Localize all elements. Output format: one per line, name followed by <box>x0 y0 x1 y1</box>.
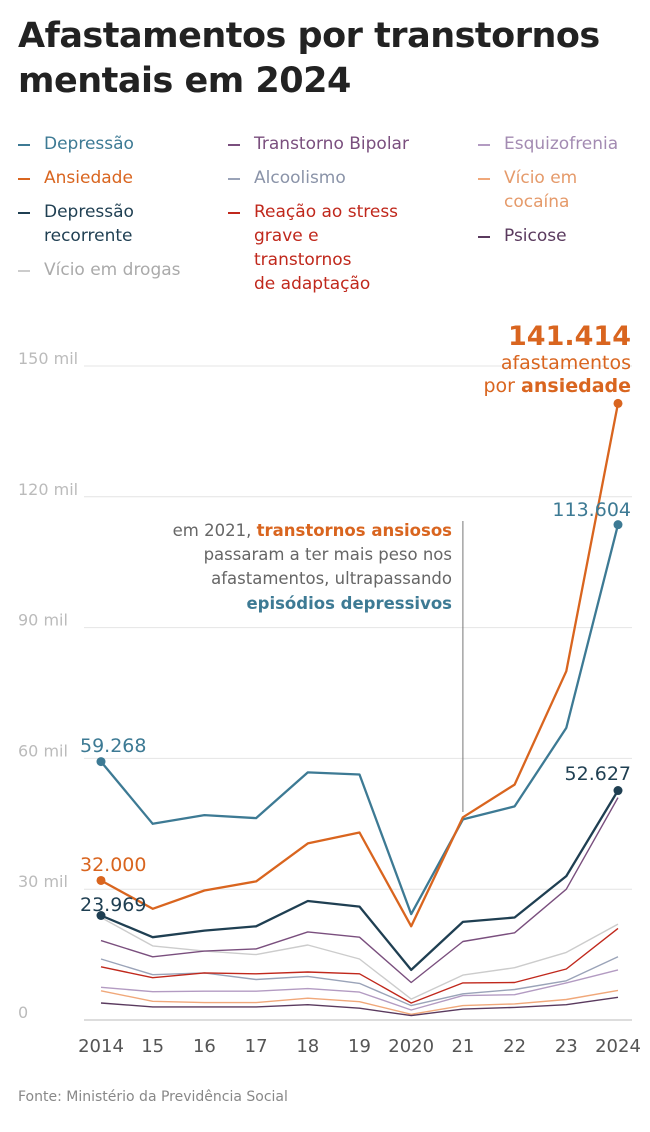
y-tick-label: 0 <box>18 1003 28 1022</box>
data-point-marker <box>613 520 623 530</box>
data-point-marker <box>96 910 106 920</box>
series-line-1 <box>100 403 620 928</box>
legend-label: Reação ao stress grave e transtornos de ad… <box>254 202 399 294</box>
legend-label: Depressão <box>44 134 134 154</box>
legend-item: Depressão <box>18 132 208 156</box>
x-tick-label: 2020 <box>388 1036 434 1057</box>
x-tick-label: 16 <box>193 1036 216 1057</box>
legend-label: Ansiedade <box>44 168 133 188</box>
x-tick-label: 23 <box>555 1036 578 1057</box>
y-tick-label: 120 mil <box>18 480 78 499</box>
legend-swatch <box>228 144 240 146</box>
y-tick-label: 90 mil <box>18 611 68 630</box>
y-tick-label: 30 mil <box>18 872 68 891</box>
series-line-6 <box>100 927 619 1004</box>
legend: Depressão Ansiedade Depressão recorrente Víc… <box>18 132 638 294</box>
legend-swatch <box>18 212 30 214</box>
line-chart: 0 30 mil 60 mil 90 mil 120 mil 150 mil 2014 15 1… <box>18 321 641 1057</box>
source-note: Fonte: Ministério da Previdência Social <box>18 1089 288 1105</box>
data-label-ansiedade-2014: 32.000 <box>80 854 146 876</box>
legend-swatch <box>18 178 30 180</box>
legend-item: Psicose <box>478 224 650 248</box>
legend-swatch <box>18 144 30 146</box>
legend-item: Transtorno Bipolar <box>228 132 418 156</box>
series-line-5 <box>100 956 619 1007</box>
legend-item: Vício em drogas <box>18 258 208 282</box>
x-tick-label: 2014 <box>78 1036 124 1057</box>
annotation-text: episódios depressivos <box>246 594 452 613</box>
data-point-marker <box>613 786 623 796</box>
data-label-recorrente-2014: 23.969 <box>80 894 146 916</box>
legend-swatch <box>478 144 490 146</box>
data-label-ansiedade-2024-caption: afastamentos <box>501 352 631 374</box>
series-line-9 <box>100 996 619 1017</box>
x-tick-label: 2024 <box>595 1036 641 1057</box>
x-tick-label: 18 <box>296 1036 319 1057</box>
data-label-depressao-2014: 59.268 <box>80 735 146 757</box>
series-line-0 <box>100 524 620 916</box>
data-point-marker <box>613 398 623 408</box>
series-line-7 <box>100 969 619 1011</box>
data-point-marker <box>96 757 106 767</box>
series-line-2 <box>100 789 619 972</box>
legend-swatch <box>478 236 490 238</box>
legend-item: Vício em cocaína <box>478 166 650 214</box>
legend-item: Ansiedade <box>18 166 208 190</box>
data-label-depressao-2024: 113.604 <box>552 499 631 521</box>
y-tick-label: 150 mil <box>18 349 78 368</box>
series-line-4 <box>100 797 619 984</box>
data-label-recorrente-2024: 52.627 <box>565 763 631 785</box>
legend-item: Depressão recorrente <box>18 200 208 248</box>
series-line-8 <box>100 989 619 1015</box>
legend-label: Transtorno Bipolar <box>254 134 409 154</box>
annotation-text: passaram a ter mais peso nos <box>204 545 452 564</box>
legend-label: Depressão recorrente <box>44 202 134 246</box>
data-point-marker <box>96 875 106 885</box>
data-label-ansiedade-2024: 141.414 <box>508 321 631 352</box>
data-label-ansiedade-2024-caption: por ansiedade <box>483 375 631 397</box>
legend-item: Alcoolismo <box>228 166 418 190</box>
legend-item: Esquizofrenia <box>478 132 650 156</box>
legend-swatch <box>228 212 240 214</box>
y-tick-label: 60 mil <box>18 741 68 760</box>
legend-label: Vício em cocaína <box>504 168 578 212</box>
series-line-3 <box>100 916 619 1000</box>
annotation-text: afastamentos, ultrapassando <box>211 569 452 588</box>
x-tick-label: 21 <box>451 1036 474 1057</box>
x-tick-label: 19 <box>348 1036 371 1057</box>
legend-swatch <box>228 178 240 180</box>
chart-title: Afastamentos por transtornos mentais em … <box>18 16 600 101</box>
legend-label: Vício em drogas <box>44 260 181 280</box>
legend-swatch <box>478 178 490 180</box>
legend-label: Psicose <box>504 226 567 246</box>
legend-label: Esquizofrenia <box>504 134 619 154</box>
x-tick-label: 17 <box>245 1036 268 1057</box>
legend-label: Alcoolismo <box>254 168 346 188</box>
legend-item: Reação ao stress grave e transtornos de ad… <box>228 200 418 296</box>
legend-swatch <box>18 270 30 272</box>
x-tick-label: 15 <box>141 1036 164 1057</box>
annotation-text: em 2021, transtornos ansiosos <box>173 521 453 540</box>
x-tick-label: 22 <box>503 1036 526 1057</box>
